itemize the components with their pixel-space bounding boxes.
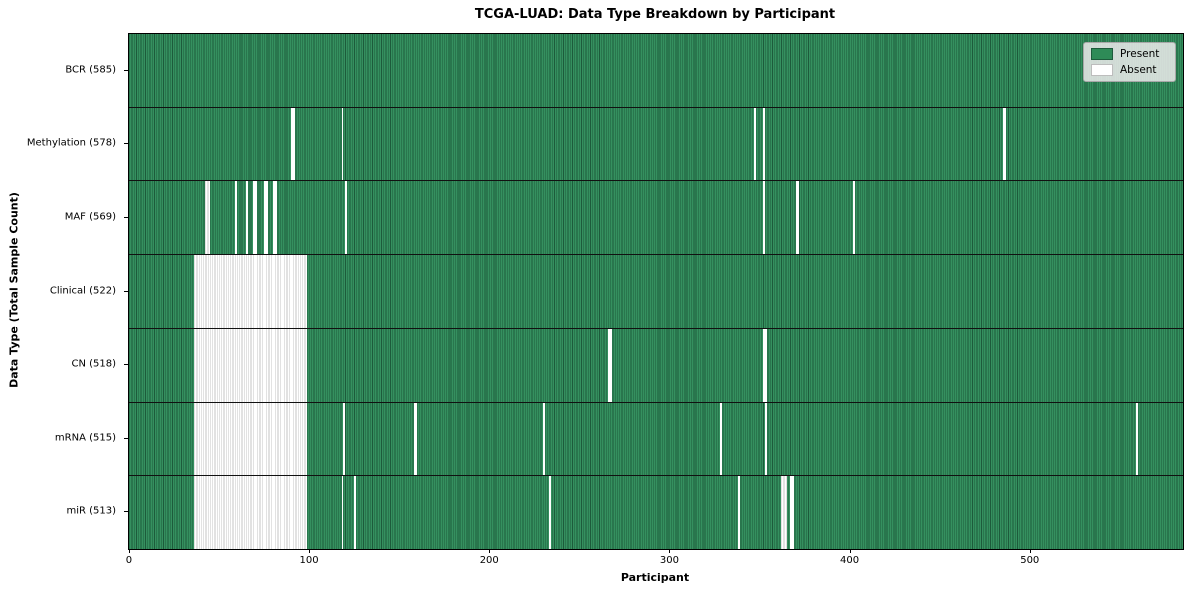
x-tick-mark [669, 549, 671, 553]
x-tick-label-100: 100 [299, 555, 319, 566]
absent-run [737, 476, 740, 550]
x-tick-label-400: 400 [840, 555, 860, 566]
y-tick-label-methylation: Methylation (578) [26, 137, 116, 149]
x-tick-label-500: 500 [1020, 555, 1040, 566]
absent-swatch-icon [1091, 64, 1113, 76]
absent-run [413, 402, 418, 476]
x-tick-label-200: 200 [479, 555, 499, 566]
absent-run [273, 181, 277, 255]
y-tick-label-cn: CN (518) [71, 358, 116, 370]
x-tick-mark [309, 549, 311, 553]
absent-run [543, 402, 546, 476]
absent-run [193, 476, 308, 550]
y-tick-label-mir: miR (513) [66, 505, 116, 517]
absent-run [193, 255, 308, 328]
x-tick-mark [489, 549, 491, 553]
y-tick-mark [124, 216, 128, 218]
y-axis: BCR (585) Methylation (578) MAF (569) Clini… [0, 0, 128, 600]
matrix-row-clinical [129, 255, 1183, 329]
absent-run [790, 476, 794, 550]
x-tick-label-300: 300 [659, 555, 679, 566]
y-tick-label-maf: MAF (569) [64, 211, 116, 223]
absent-run [345, 181, 347, 255]
absent-run [264, 181, 268, 255]
y-axis-title: Data Type (Total Sample Count) [7, 192, 21, 388]
absent-run [343, 402, 346, 476]
y-tick-label-mrna: mRNA (515) [54, 432, 116, 444]
absent-run [246, 181, 248, 255]
absent-run [608, 328, 612, 402]
matrix-row-cn [129, 328, 1183, 403]
absent-run [1002, 107, 1007, 181]
matrix-row-mrna [129, 402, 1183, 477]
absent-run [781, 476, 787, 550]
absent-run [763, 181, 765, 255]
matrix-row-maf [129, 181, 1183, 256]
legend-label-present: Present [1120, 48, 1160, 60]
absent-run [795, 181, 800, 255]
y-tick-mark [124, 511, 128, 513]
matrix-row-mir [129, 476, 1183, 550]
legend-entry-absent: Absent [1091, 64, 1168, 76]
absent-run [763, 328, 767, 402]
legend: Present Absent [1083, 42, 1176, 82]
absent-run [853, 181, 856, 255]
matrix-row-methylation [129, 107, 1183, 182]
absent-run [548, 476, 551, 550]
absent-run [719, 402, 722, 476]
y-tick-mark [124, 143, 128, 145]
absent-run [291, 107, 295, 181]
y-tick-label-bcr: BCR (585) [65, 64, 116, 76]
absent-run [193, 328, 308, 402]
absent-run [204, 181, 211, 255]
x-tick-mark [128, 549, 130, 553]
x-tick-mark [1029, 549, 1031, 553]
absent-run [765, 402, 767, 476]
absent-run [1136, 402, 1138, 476]
absent-run [341, 107, 344, 181]
y-tick-mark [124, 69, 128, 71]
absent-run [193, 402, 308, 476]
absent-run [253, 181, 257, 255]
absent-run [754, 107, 756, 181]
legend-label-absent: Absent [1120, 64, 1157, 76]
matrix-row-bcr [129, 34, 1183, 108]
legend-entry-present: Present [1091, 48, 1168, 60]
x-tick-label-0: 0 [125, 555, 133, 566]
y-tick-label-clinical: Clinical (522) [49, 285, 116, 296]
absent-run [341, 476, 344, 550]
x-axis-title: Participant [620, 571, 690, 584]
x-tick-mark [849, 549, 851, 553]
absent-run [763, 107, 765, 181]
plot-area [128, 33, 1184, 550]
chart-title: TCGA-LUAD: Data Type Breakdown by Partic… [474, 7, 836, 22]
present-swatch-icon [1091, 48, 1113, 60]
y-tick-mark [124, 364, 128, 366]
absent-run [354, 476, 356, 550]
absent-run [235, 181, 238, 255]
y-tick-mark [124, 290, 128, 292]
y-tick-mark [124, 437, 128, 439]
